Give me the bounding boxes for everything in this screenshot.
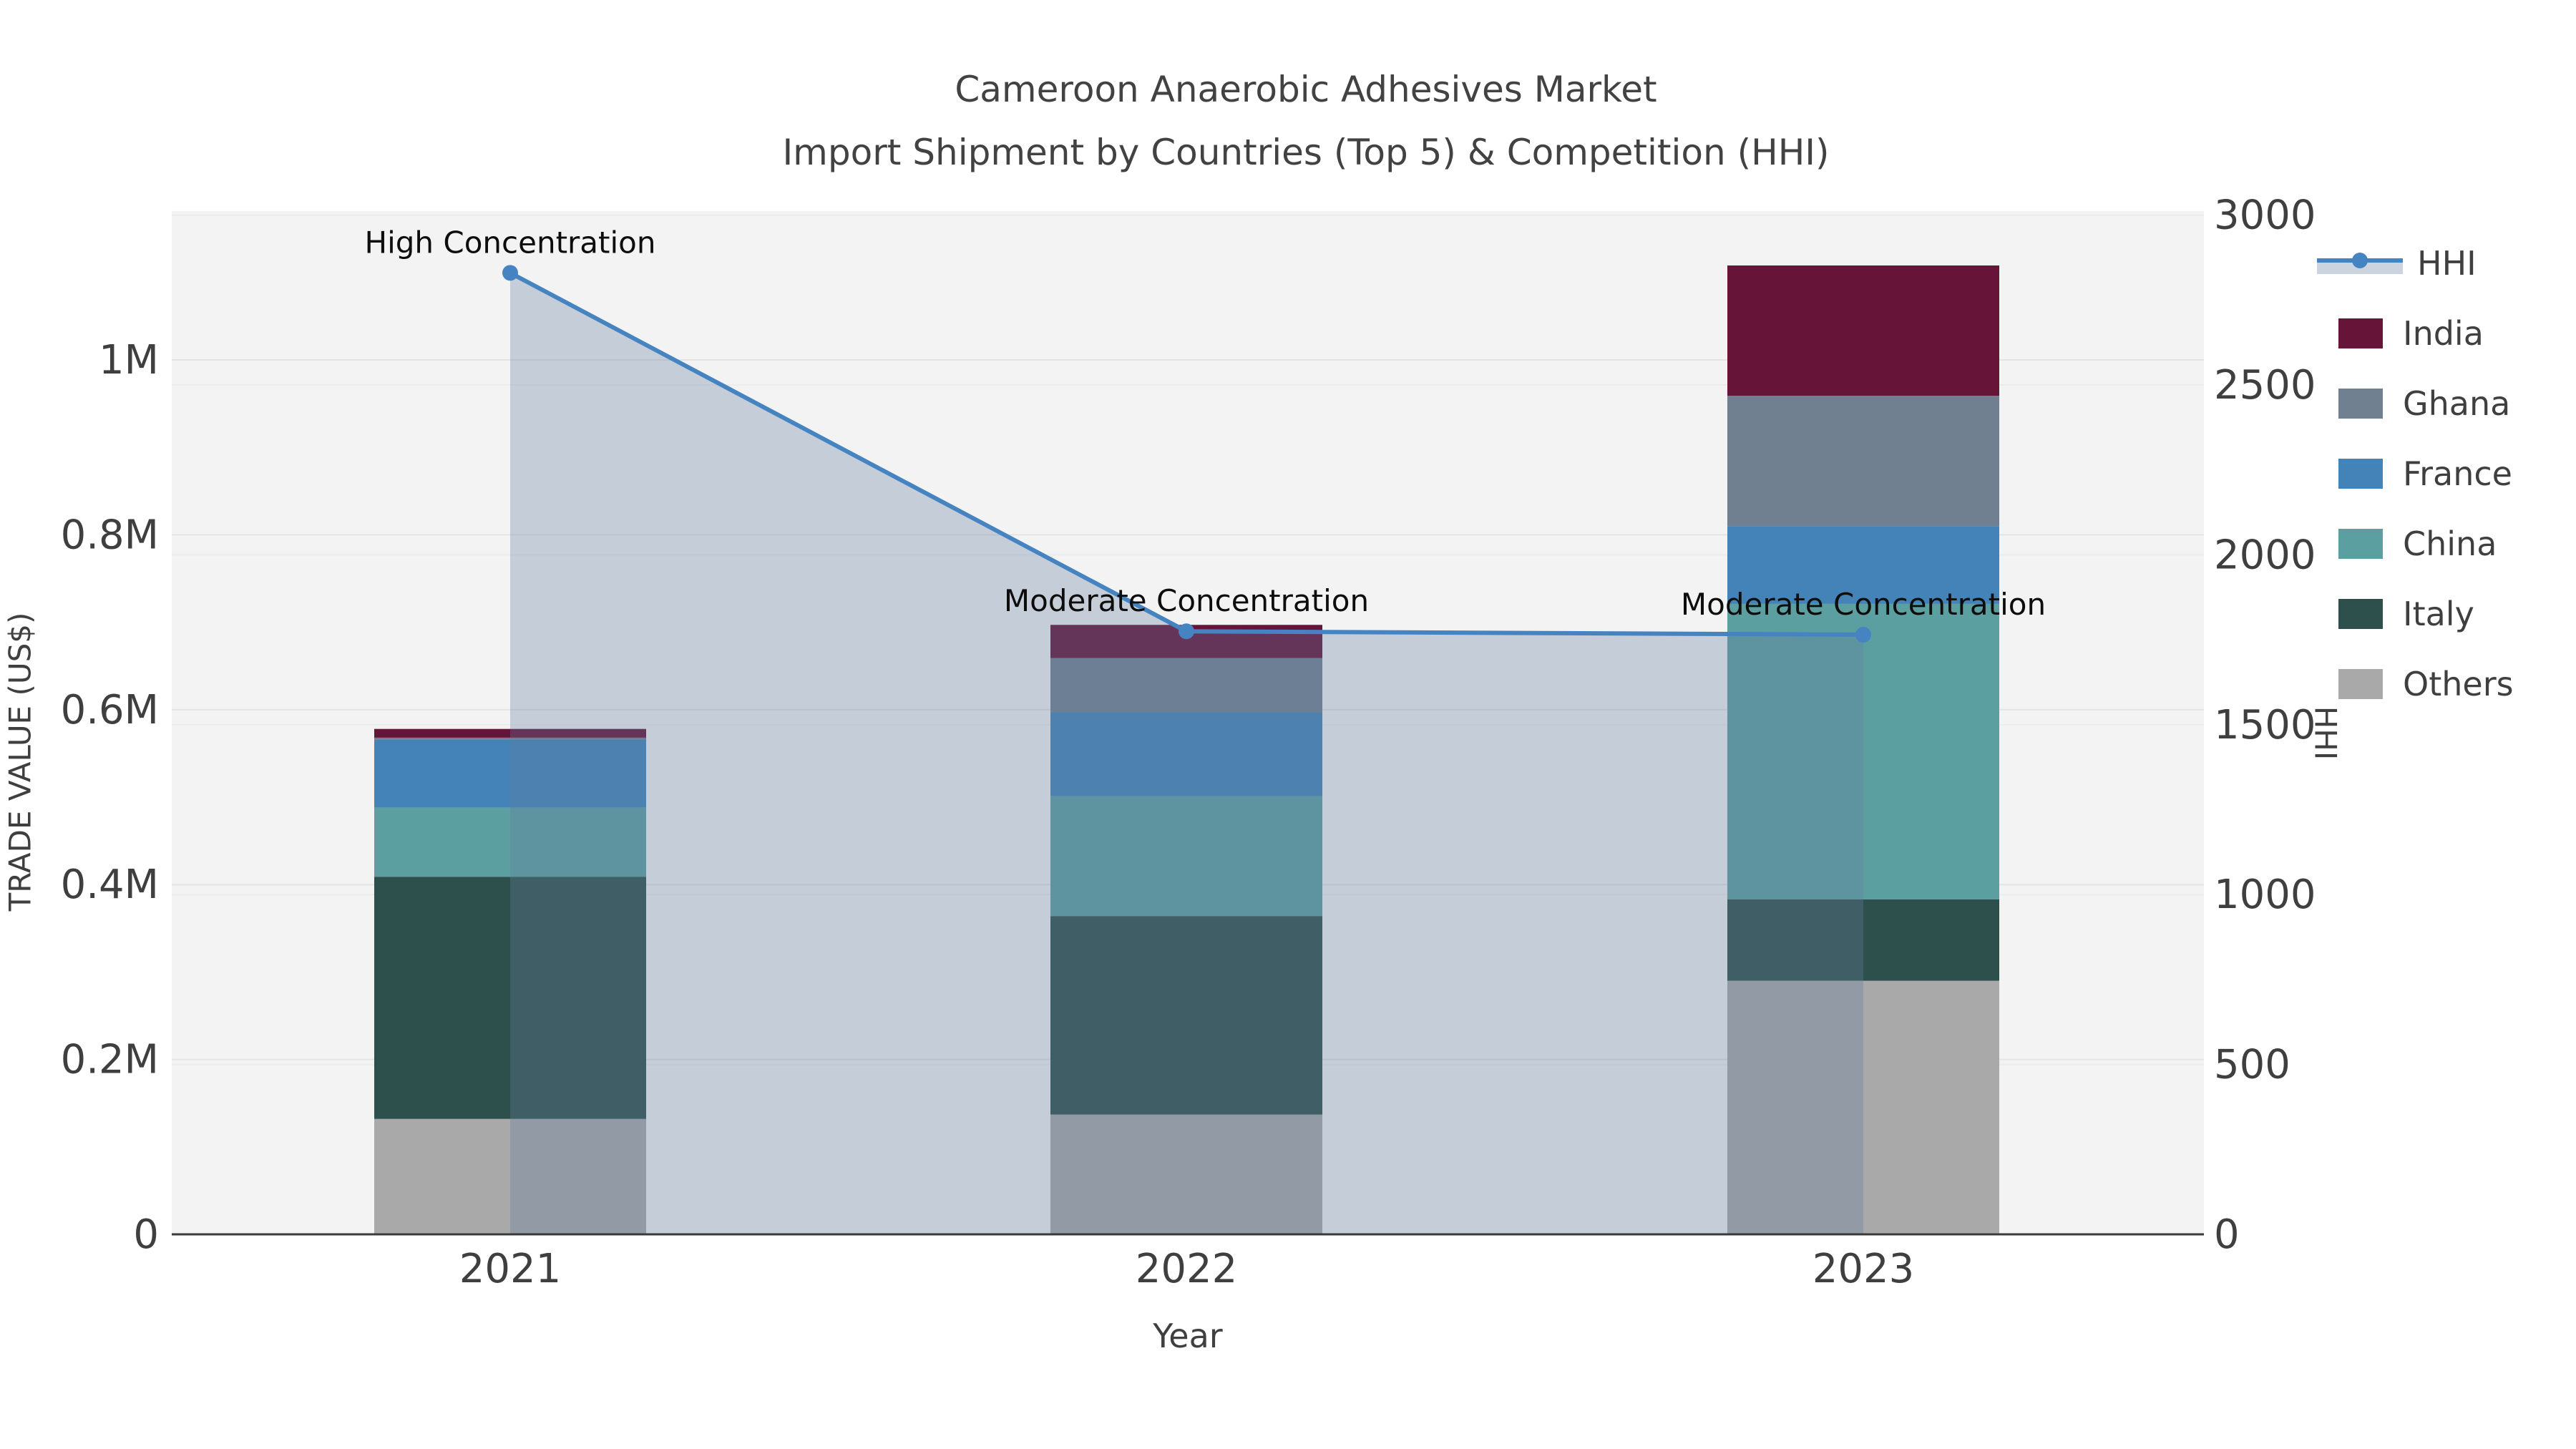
y-right-tick-3000: 3000	[2214, 192, 2316, 239]
chart-title-line2: Import Shipment by Countries (Top 5) & C…	[782, 132, 1830, 173]
y-right-tick-500: 500	[2214, 1042, 2290, 1088]
legend-swatch-others	[2338, 669, 2383, 699]
hhi-line-swatch-icon	[2317, 253, 2403, 274]
annotation-2022: Moderate Concentration	[1004, 583, 1369, 618]
bar-segment-india-2023	[1727, 265, 1999, 396]
y-left-tick-0.8M: 0.8M	[61, 512, 159, 558]
y-left-tick-0: 0	[133, 1211, 159, 1258]
bar-segment-ghana-2021	[374, 737, 646, 740]
legend-label-france: France	[2403, 454, 2512, 493]
y-left-tick-0.2M: 0.2M	[61, 1037, 159, 1083]
y-right-tick-1000: 1000	[2214, 872, 2316, 918]
x-tick-2023: 2023	[1813, 1246, 1915, 1292]
y-left-tick-0.6M: 0.6M	[61, 687, 159, 733]
bar-segment-others-2023	[1727, 980, 1999, 1234]
bar-segment-others-2022	[1050, 1114, 1322, 1234]
legend-item-others: Others	[2317, 649, 2514, 719]
legend-item-china: China	[2317, 509, 2514, 579]
bar-segment-italy-2021	[374, 877, 646, 1119]
legend-label-india: India	[2403, 314, 2484, 353]
bar-segment-france-2021	[374, 739, 646, 808]
bar-segment-china-2021	[374, 807, 646, 877]
legend-item-india: India	[2317, 298, 2514, 369]
y-right-tick-1500: 1500	[2214, 702, 2316, 748]
legend-item-italy: Italy	[2317, 579, 2514, 649]
chart-title-line1: Cameroon Anaerobic Adhesives Market	[955, 69, 1657, 110]
x-tick-2022: 2022	[1136, 1246, 1238, 1292]
annotation-2023: Moderate Concentration	[1681, 587, 2046, 622]
hhi-marker-2021	[502, 265, 518, 281]
bar-segment-italy-2023	[1727, 899, 1999, 981]
bar-segment-ghana-2023	[1727, 396, 1999, 527]
legend-label-italy: Italy	[2403, 595, 2474, 633]
hhi-area-fill	[510, 273, 1863, 1234]
annotation-2021: High Concentration	[365, 225, 656, 260]
bar-segment-india-2021	[374, 728, 646, 738]
hhi-marker-2023	[1855, 626, 1871, 643]
hhi-marker-2022	[1179, 623, 1194, 640]
y-right-tick-0: 0	[2214, 1211, 2240, 1258]
x-tick-2021: 2021	[459, 1246, 562, 1292]
y-axis-left-title: TRADE VALUE (US$)	[2, 612, 38, 912]
legend-item-ghana: Ghana	[2317, 369, 2514, 439]
y-left-tick-0.4M: 0.4M	[61, 862, 159, 908]
bar-segment-italy-2022	[1050, 916, 1322, 1115]
legend-item-hhi: HHI	[2317, 228, 2514, 298]
legend-swatch-france	[2338, 459, 2383, 489]
legend-label-others: Others	[2403, 665, 2514, 703]
x-axis-title: Year	[1153, 1317, 1223, 1355]
legend-item-france: France	[2317, 439, 2514, 509]
legend-label-ghana: Ghana	[2403, 384, 2511, 423]
legend-label-hhi: HHI	[2417, 244, 2477, 283]
bar-segment-ghana-2022	[1050, 658, 1322, 713]
bar-segment-china-2022	[1050, 796, 1322, 917]
legend-swatch-india	[2338, 318, 2383, 348]
bar-segment-others-2021	[374, 1118, 646, 1234]
legend-label-china: China	[2403, 525, 2497, 563]
legend-swatch-ghana	[2338, 389, 2383, 419]
y-left-tick-1M: 1M	[99, 337, 159, 384]
y-right-tick-2000: 2000	[2214, 532, 2316, 578]
legend-swatch-china	[2338, 529, 2383, 559]
y-right-tick-2500: 2500	[2214, 362, 2316, 409]
legend-swatch-italy	[2338, 599, 2383, 629]
legend: HHI India Ghana France China Italy Others	[2317, 228, 2514, 719]
bar-segment-france-2022	[1050, 712, 1322, 796]
bar-segment-china-2023	[1727, 603, 1999, 899]
bar-segment-france-2023	[1727, 526, 1999, 604]
